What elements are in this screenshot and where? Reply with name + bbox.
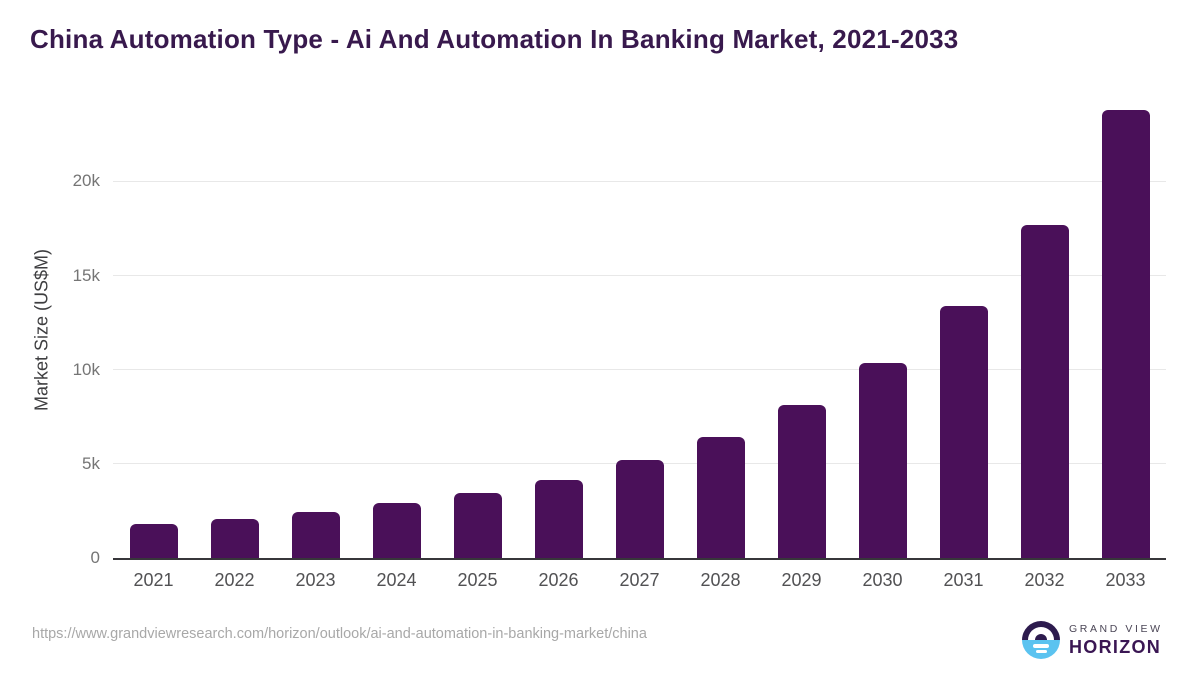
x-tick-label-2026: 2026 bbox=[538, 570, 579, 590]
bar-slot-2027 bbox=[599, 110, 680, 558]
bar-2023 bbox=[291, 512, 340, 558]
logo-wordmark: GRAND VIEW HORIZON bbox=[1069, 623, 1163, 658]
y-tick-label: 5k bbox=[82, 453, 100, 473]
bar-slot-2033 bbox=[1085, 110, 1166, 558]
bar-slot-2026 bbox=[518, 110, 599, 558]
bar-2025 bbox=[453, 493, 502, 558]
logo-product-name: HORIZON bbox=[1069, 636, 1162, 657]
source-url: https://www.grandviewresearch.com/horizo… bbox=[32, 626, 647, 642]
x-tick-label-2025: 2025 bbox=[457, 570, 498, 590]
bar-slot-2021 bbox=[113, 110, 194, 558]
gridline-10k bbox=[113, 369, 1166, 371]
bar-2024 bbox=[372, 503, 421, 558]
x-tick-label-2023: 2023 bbox=[295, 570, 336, 590]
plot-area bbox=[113, 110, 1166, 560]
x-axis-tick-labels: 2021 2022 2023 2024 2025 2026 2027 2028 2029 2030… bbox=[113, 570, 1166, 591]
bar-2029 bbox=[777, 405, 826, 558]
bar-2022 bbox=[210, 519, 259, 558]
page-title: China Automation Type - Ai And Automatio… bbox=[30, 24, 959, 54]
y-tick-label: 20k bbox=[72, 171, 100, 191]
bar-slot-2023 bbox=[275, 110, 356, 558]
bars-layer bbox=[113, 110, 1166, 558]
bar-slot-2032 bbox=[1004, 110, 1085, 558]
x-tick-label-2027: 2027 bbox=[619, 570, 660, 590]
bar-2028 bbox=[696, 437, 745, 558]
bar-slot-2030 bbox=[842, 110, 923, 558]
reflection-bar-1 bbox=[1033, 644, 1049, 648]
y-tick-label: 0 bbox=[90, 548, 100, 567]
grand-view-horizon-logo: GRAND VIEW HORIZON bbox=[1022, 621, 1163, 659]
bar-slot-2029 bbox=[761, 110, 842, 558]
reflection-bar-2 bbox=[1035, 650, 1047, 653]
x-tick-label-2033: 2033 bbox=[1105, 570, 1146, 590]
bar-2032 bbox=[1020, 225, 1069, 558]
x-tick-label-2024: 2024 bbox=[376, 570, 417, 590]
bar-2026 bbox=[534, 479, 583, 558]
x-tick-label-2029: 2029 bbox=[781, 570, 822, 590]
bar-slot-2028 bbox=[680, 110, 761, 558]
y-tick-label: 10k bbox=[72, 359, 100, 379]
bar-slot-2031 bbox=[923, 110, 1004, 558]
bar-2030 bbox=[858, 363, 907, 558]
bar-2027 bbox=[615, 460, 664, 558]
bar-slot-2022 bbox=[194, 110, 275, 558]
gridline-15k bbox=[113, 275, 1166, 277]
logo-brand-name: GRAND VIEW bbox=[1069, 622, 1163, 635]
gridline-20k bbox=[113, 180, 1166, 182]
x-tick-label-2032: 2032 bbox=[1024, 570, 1065, 590]
x-tick-label-2030: 2030 bbox=[862, 570, 903, 590]
bar-slot-2024 bbox=[356, 110, 437, 558]
x-tick-label-2022: 2022 bbox=[214, 570, 255, 590]
bar-2033 bbox=[1101, 110, 1150, 558]
x-tick-label-2028: 2028 bbox=[700, 570, 741, 590]
x-tick-label-2031: 2031 bbox=[943, 570, 984, 590]
y-tick-label: 15k bbox=[72, 265, 100, 285]
sun-arch-hole bbox=[1035, 634, 1047, 640]
bar-2031 bbox=[939, 305, 988, 558]
horizon-sunrise-icon bbox=[1022, 621, 1060, 659]
bar-slot-2025 bbox=[437, 110, 518, 558]
bar-2021 bbox=[129, 523, 178, 558]
x-tick-label-2021: 2021 bbox=[133, 570, 174, 590]
sun-arch-shape bbox=[1028, 627, 1054, 640]
